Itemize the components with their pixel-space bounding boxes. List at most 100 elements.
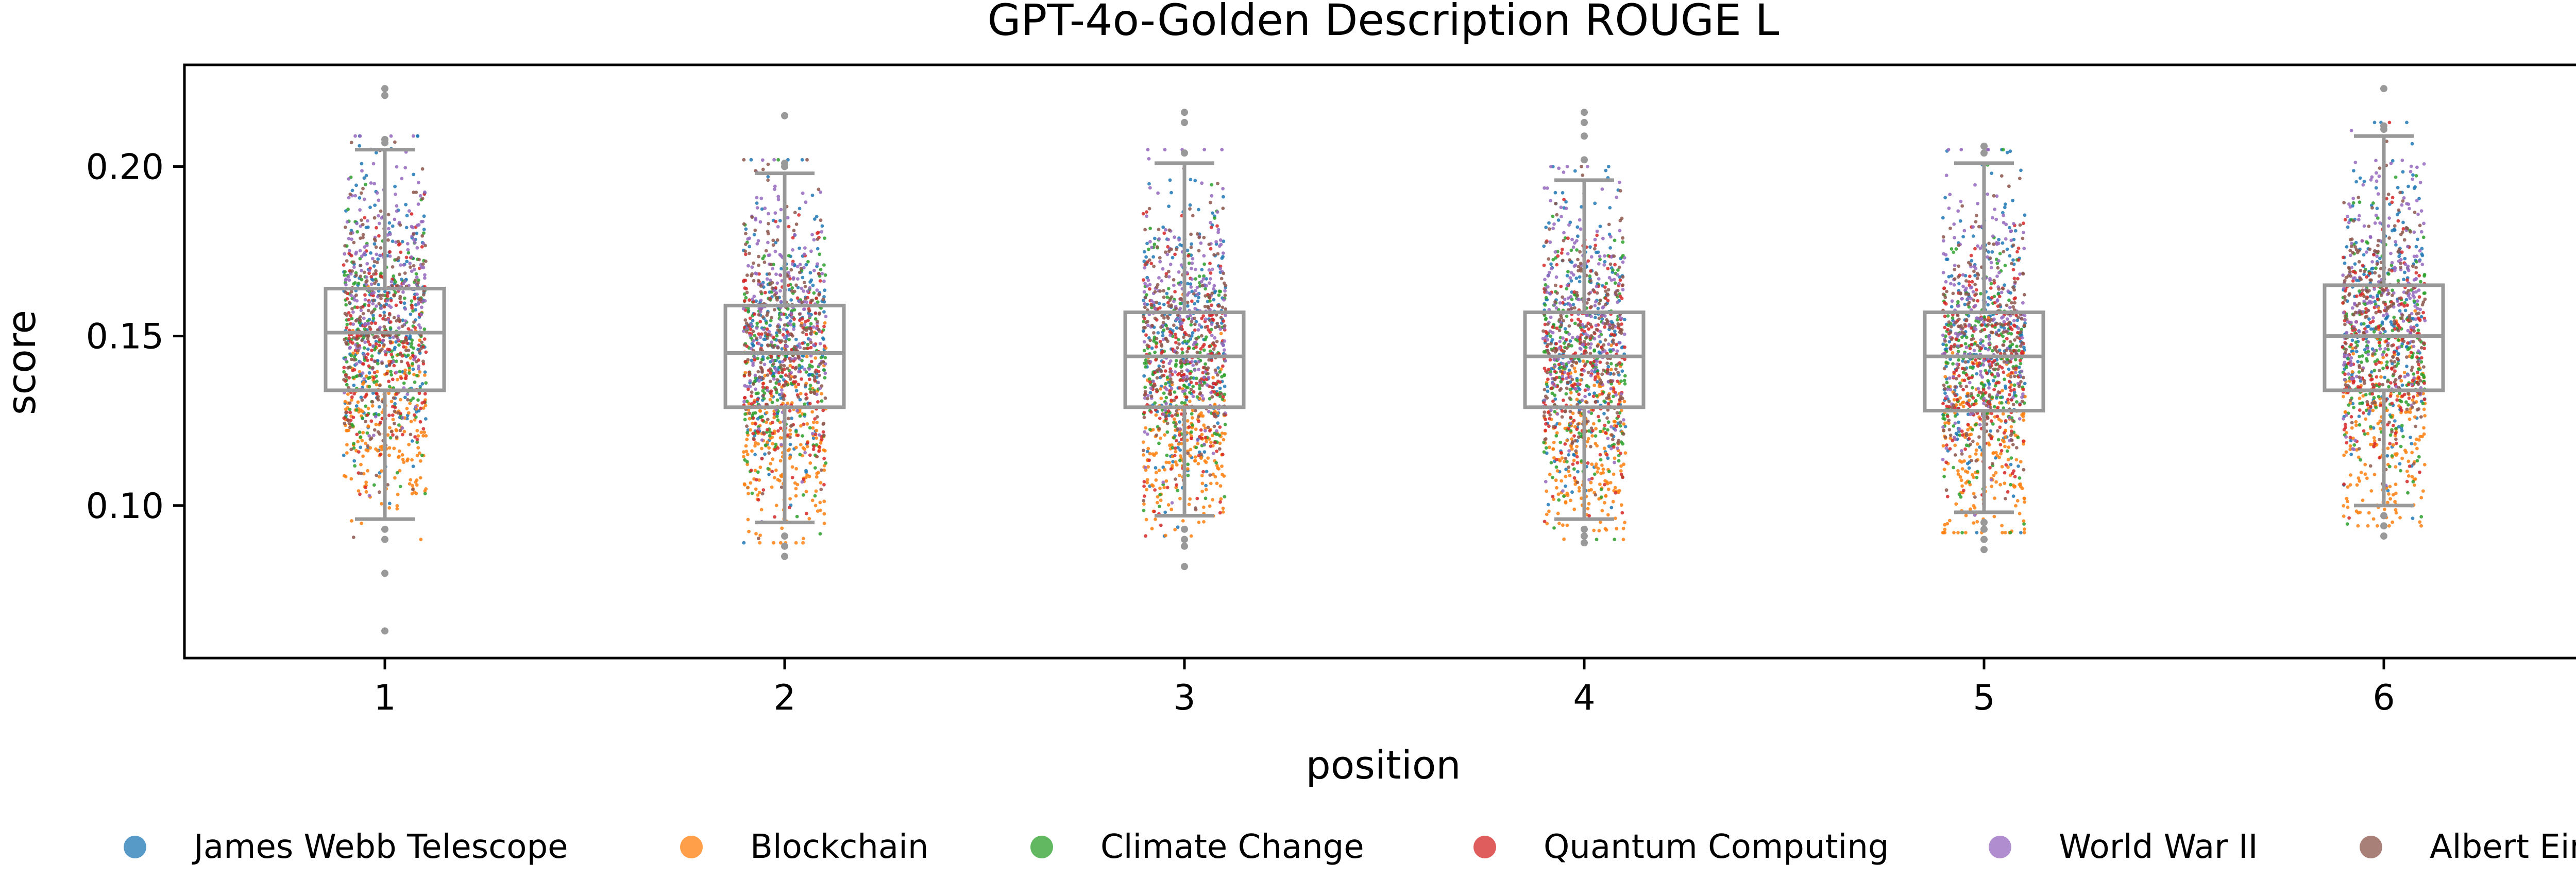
scatter-point — [754, 387, 757, 391]
scatter-point — [1178, 433, 1182, 437]
scatter-point — [1142, 278, 1145, 282]
scatter-point — [787, 288, 791, 291]
scatter-point — [1554, 342, 1558, 346]
scatter-point — [413, 267, 416, 271]
scatter-point — [1203, 459, 1207, 463]
scatter-point — [753, 469, 757, 473]
scatter-point — [1145, 488, 1148, 492]
scatter-point — [762, 396, 766, 401]
scatter-point — [363, 340, 367, 344]
scatter-point — [1587, 429, 1591, 433]
scatter-point — [758, 335, 762, 339]
scatter-point — [817, 293, 821, 297]
scatter-point — [1202, 375, 1206, 379]
scatter-point — [1618, 189, 1622, 193]
scatter-point — [778, 426, 783, 430]
scatter-point — [747, 310, 750, 314]
scatter-point — [803, 451, 807, 455]
scatter-point — [773, 184, 777, 188]
scatter-point — [1592, 349, 1597, 353]
scatter-point — [1223, 423, 1227, 426]
scatter-point — [1604, 296, 1608, 300]
scatter-point — [823, 288, 827, 292]
scatter-point — [1565, 274, 1569, 278]
scatter-point — [1617, 415, 1620, 418]
scatter-point — [1595, 284, 1599, 288]
scatter-point — [770, 340, 773, 344]
scatter-point — [410, 341, 414, 346]
scatter-point — [1950, 274, 1954, 278]
scatter-point — [1145, 480, 1149, 485]
scatter-point — [1195, 395, 1199, 399]
scatter-point — [1584, 351, 1588, 355]
scatter-point — [1177, 442, 1181, 446]
scatter-point — [1202, 254, 1206, 258]
scatter-point — [823, 371, 827, 375]
scatter-point — [1614, 367, 1618, 371]
scatter-point — [1551, 475, 1554, 479]
scatter-point — [1603, 482, 1606, 487]
scatter-point — [1565, 314, 1569, 318]
scatter-point — [393, 346, 397, 350]
scatter-point — [782, 398, 786, 401]
scatter-point — [807, 377, 811, 382]
scatter-point — [1577, 489, 1581, 493]
scatter-point — [377, 198, 381, 202]
scatter-point — [354, 273, 358, 278]
scatter-point — [788, 428, 792, 432]
scatter-point — [350, 269, 354, 273]
scatter-point — [779, 208, 783, 212]
scatter-point — [1165, 486, 1170, 490]
scatter-point — [766, 344, 770, 348]
scatter-point — [1158, 256, 1162, 260]
scatter-point — [1209, 277, 1212, 281]
scatter-point — [1600, 463, 1604, 467]
scatter-point — [1575, 378, 1579, 383]
scatter-point — [1209, 444, 1213, 448]
scatter-point — [774, 370, 778, 374]
scatter-point — [422, 327, 427, 331]
scatter-point — [1198, 391, 1202, 395]
scatter-point — [368, 342, 372, 347]
scatter-point — [359, 236, 362, 240]
scatter-point — [366, 347, 370, 351]
scatter-point — [391, 224, 395, 228]
scatter-point — [1607, 470, 1611, 473]
scatter-point — [371, 302, 375, 306]
scatter-point — [1594, 363, 1598, 367]
scatter-point — [1565, 439, 1569, 442]
scatter-point — [1558, 301, 1562, 305]
scatter-point — [1598, 225, 1602, 229]
scatter-point — [2013, 229, 2018, 233]
scatter-point — [815, 428, 819, 433]
scatter-point — [821, 336, 825, 340]
scatter-point — [394, 334, 398, 338]
scatter-point — [1195, 382, 1198, 386]
scatter-point — [1214, 415, 1218, 419]
scatter-point — [1197, 274, 1201, 278]
scatter-point — [418, 476, 422, 480]
scatter-point — [798, 414, 802, 418]
scatter-point — [359, 435, 363, 439]
scatter-point — [415, 483, 419, 487]
scatter-point — [1200, 181, 1204, 185]
scatter-point — [1571, 336, 1574, 339]
scatter-point — [787, 225, 791, 229]
scatter-point — [348, 407, 352, 411]
scatter-point — [1155, 337, 1159, 340]
scatter-point — [761, 376, 765, 381]
scatter-point — [385, 364, 388, 368]
scatter-point — [1207, 358, 1211, 362]
scatter-point — [1220, 464, 1224, 468]
scatter-point — [378, 314, 382, 318]
scatter-point — [1201, 314, 1206, 318]
scatter-point — [767, 473, 771, 476]
scatter-point — [788, 506, 791, 509]
scatter-point — [795, 514, 799, 519]
scatter-point — [1577, 317, 1580, 321]
scatter-point — [1161, 365, 1165, 369]
scatter-point — [816, 320, 819, 323]
scatter-point — [757, 254, 760, 258]
scatter-point — [807, 309, 811, 313]
scatter-point — [1173, 454, 1177, 458]
